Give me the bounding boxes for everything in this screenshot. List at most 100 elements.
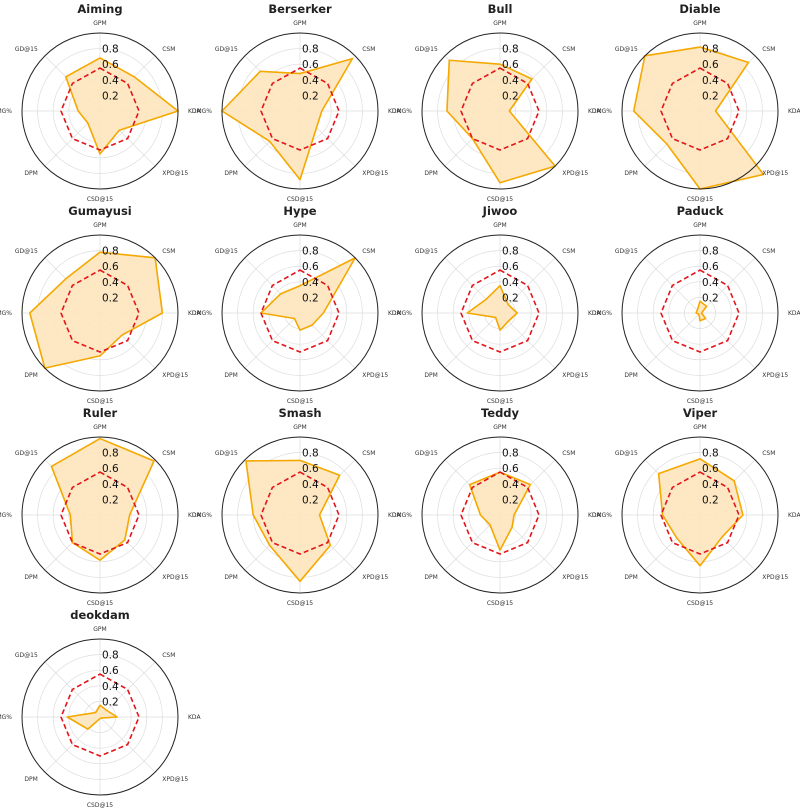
radial-tick-label: 0.2 (702, 292, 719, 304)
player-polygon (657, 458, 744, 567)
axis-label: CSD@15 (287, 600, 313, 607)
radial-tick-label: 0.2 (102, 696, 119, 708)
axis-label: KDA (188, 108, 201, 115)
radar-panel: Smash 0.2 0.4 0.6 0.8 GPM CSM KDA XPD@15 CSD@15 DP… (192, 404, 402, 607)
axis-label: KDA (188, 512, 201, 519)
baseline-polygon (460, 67, 540, 151)
chart-title: Jiwoo (482, 204, 518, 218)
radar-panel: Viper 0.2 0.4 0.6 0.8 GPM CSM KDA XPD@15 CSD@15 DP… (592, 404, 800, 607)
baseline-polygon (660, 67, 740, 151)
radial-tick-label: 0.4 (102, 479, 119, 491)
axis-spoke (499, 257, 556, 314)
radial-tick-label: 0.4 (302, 277, 319, 289)
radial-tick-label: 0.6 (302, 59, 319, 71)
axis-label: DPM (224, 574, 237, 581)
axis-label: DMG% (0, 714, 12, 721)
radial-tick-label: 0.4 (502, 479, 519, 491)
axis-label: DMG% (0, 108, 12, 115)
radial-tick-label: 0.4 (102, 75, 119, 87)
axis-label: CSD@15 (487, 600, 513, 607)
radial-tick-label: 0.4 (302, 479, 319, 491)
radial-tick-label: 0.6 (302, 463, 319, 475)
chart-title: Bull (487, 2, 513, 16)
radial-tick-label: 0.8 (302, 44, 319, 56)
outer-circle (621, 32, 779, 190)
radial-tick-label: 0.2 (102, 292, 119, 304)
axis-label: XPD@15 (162, 170, 188, 177)
radial-tick-label: 0.2 (502, 494, 519, 506)
radial-tick-label: 0.2 (702, 494, 719, 506)
outer-circle (221, 234, 379, 392)
axis-label: CSM (762, 450, 775, 457)
axis-label: CSM (762, 248, 775, 255)
axis-label: GPM (93, 20, 106, 27)
axis-label: GD@15 (215, 248, 238, 255)
player-polygon (245, 459, 341, 583)
radial-tick-label: 0.4 (702, 277, 719, 289)
axis-spoke (644, 312, 701, 369)
radial-tick-label: 0.2 (302, 90, 319, 102)
radar-panel: Berserker 0.2 0.4 0.6 0.8 GPM CSM KDA XPD@15 CSD@… (192, 0, 402, 203)
axis-label: DMG% (0, 310, 12, 317)
chart-title: Berserker (268, 2, 332, 16)
player-polygon (28, 251, 164, 369)
radial-tick-label: 0.8 (502, 44, 519, 56)
radial-tick-label: 0.6 (102, 261, 119, 273)
axis-label: KDA (388, 108, 401, 115)
radial-tick-label: 0.8 (502, 246, 519, 258)
player-polygon (221, 57, 354, 181)
outer-circle (21, 234, 179, 392)
radial-tick-label: 0.6 (502, 463, 519, 475)
axis-label: CSD@15 (687, 196, 713, 203)
chart-title: Paduck (676, 204, 724, 218)
axis-label: CSD@15 (87, 600, 113, 607)
axis-label: CSM (362, 450, 375, 457)
radial-tick-label: 0.6 (502, 59, 519, 71)
axis-label: GD@15 (15, 652, 38, 659)
baseline-polygon (60, 471, 140, 555)
axis-label: XPD@15 (362, 574, 388, 581)
chart-title: Hype (283, 204, 317, 218)
radar-panel: Aiming 0.2 0.4 0.6 0.8 GPM CSM KDA XPD@15 CSD@15 D… (0, 0, 201, 203)
axis-label: GPM (293, 424, 306, 431)
axis-label: CSM (562, 450, 575, 457)
axis-label: GD@15 (615, 450, 638, 457)
axis-label: CSM (162, 652, 175, 659)
axis-label: DPM (224, 372, 237, 379)
radial-tick-label: 0.4 (702, 75, 719, 87)
player-polygon (50, 437, 155, 562)
player-polygon (695, 300, 708, 322)
radial-tick-label: 0.6 (702, 463, 719, 475)
axis-label: KDA (188, 714, 201, 721)
axis-label: XPD@15 (762, 372, 788, 379)
radar-svg: 0.2 0.4 0.6 0.8 GPM CSM KDA XPD@15 CSD@15 DPM DMG%… (392, 424, 602, 607)
axis-label: GD@15 (15, 248, 38, 255)
chart-title: Smash (278, 406, 322, 420)
radar-svg: 0.2 0.4 0.6 0.8 GPM CSM KDA XPD@15 CSD@15 DPM DMG%… (192, 424, 402, 607)
axis-label: DPM (624, 170, 637, 177)
axis-label: DPM (624, 574, 637, 581)
radar-svg: 0.2 0.4 0.6 0.8 GPM CSM KDA XPD@15 CSD@15 DPM DMG%… (0, 222, 201, 405)
axis-label: CSM (362, 46, 375, 53)
player-polygon (446, 59, 556, 184)
axis-label: XPD@15 (162, 574, 188, 581)
axis-spoke (244, 312, 301, 369)
axis-label: CSM (162, 248, 175, 255)
baseline-polygon (60, 269, 140, 353)
player-polygon (66, 704, 118, 730)
radial-tick-label: 0.2 (502, 292, 519, 304)
outer-circle (21, 436, 179, 594)
axis-label: CSD@15 (287, 398, 313, 405)
axis-label: GPM (93, 626, 106, 633)
axis-label: GPM (693, 222, 706, 229)
axis-label: CSM (562, 248, 575, 255)
radial-tick-label: 0.2 (702, 90, 719, 102)
axis-label: GD@15 (215, 46, 238, 53)
axis-label: KDA (388, 310, 401, 317)
axis-label: DPM (424, 372, 437, 379)
baseline-polygon (260, 471, 340, 555)
axis-label: GD@15 (615, 46, 638, 53)
axis-label: CSD@15 (687, 398, 713, 405)
radial-tick-label: 0.4 (702, 479, 719, 491)
